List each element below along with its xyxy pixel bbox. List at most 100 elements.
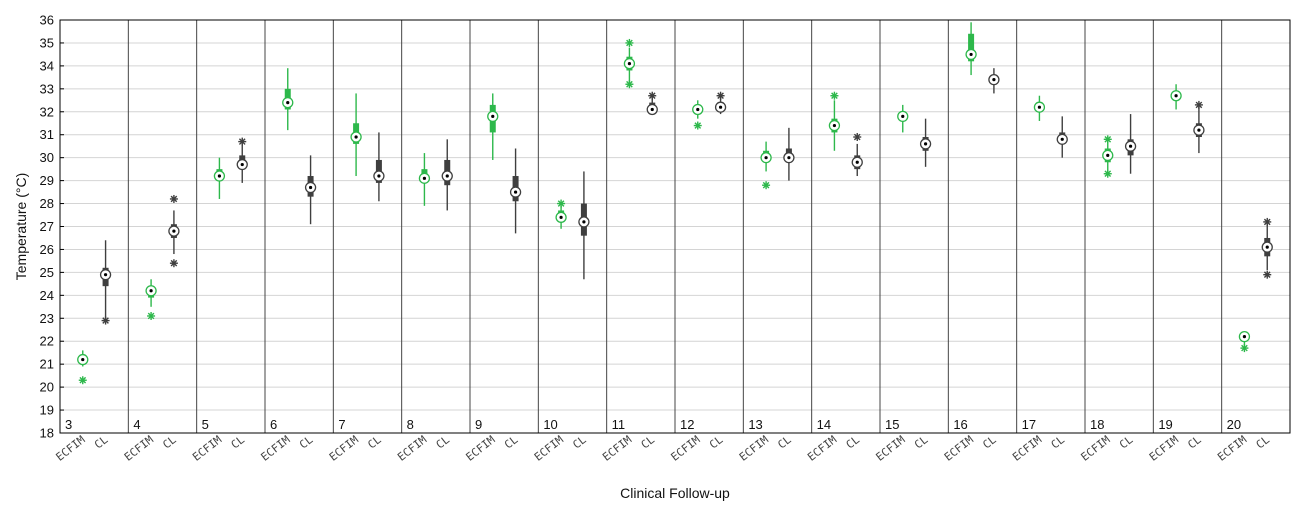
median-dot (582, 220, 586, 224)
x-tick-label: ECFIM (463, 433, 497, 464)
median-dot (513, 190, 518, 194)
panel-label: 7 (338, 417, 345, 432)
median-dot (696, 107, 700, 112)
outlier-marker (716, 91, 725, 100)
y-tick-label: 32 (40, 104, 54, 119)
outlier-marker (557, 199, 566, 208)
median-dot (969, 52, 973, 57)
panel-label: 6 (270, 417, 277, 432)
x-tick-label: CL (844, 433, 863, 452)
y-tick-label: 29 (40, 173, 54, 188)
median-dot (354, 135, 358, 139)
x-tick-label: ECFIM (53, 433, 87, 464)
median-dot (103, 273, 108, 277)
outlier-marker (169, 259, 178, 268)
y-tick-label: 26 (40, 242, 54, 257)
median-dot (1060, 137, 1064, 141)
x-tick-label: CL (502, 433, 521, 452)
outlier-marker (169, 194, 178, 203)
x-tick-label: ECFIM (258, 433, 292, 464)
outlier-marker (147, 311, 156, 320)
y-tick-label: 22 (40, 334, 54, 349)
box-cl (783, 127, 795, 181)
y-tick-label: 27 (40, 219, 54, 234)
box-ecfim (1033, 95, 1046, 121)
median-dot (1174, 94, 1178, 98)
x-tick-label: CL (160, 433, 179, 452)
median-dot (81, 357, 85, 362)
x-tick-label: CL (229, 433, 248, 452)
outlier-marker (1194, 100, 1203, 109)
y-tick-label: 23 (40, 311, 54, 326)
box-cl (509, 148, 522, 234)
x-tick-label: CL (639, 433, 658, 452)
x-tick-label: CL (365, 433, 384, 452)
plot-frame (59, 19, 1291, 434)
median-dot (240, 162, 244, 167)
outlier-marker (1263, 217, 1272, 226)
y-tick-label: 24 (40, 288, 54, 303)
panel-label: 8 (407, 417, 414, 432)
box-cl (1124, 114, 1137, 174)
x-tick-label: ECFIM (942, 433, 976, 464)
box-ecfim (1238, 330, 1251, 353)
y-tick-label: 20 (40, 380, 54, 395)
box-cl (1193, 100, 1205, 154)
median-dot (992, 78, 996, 82)
box-ecfim (1102, 135, 1114, 178)
x-tick-label: ECFIM (737, 433, 771, 464)
median-dot (422, 176, 427, 180)
panel-label: 20 (1227, 417, 1241, 432)
median-dot (650, 107, 654, 112)
box-ecfim (692, 100, 704, 130)
x-tick-label: ECFIM (532, 433, 566, 464)
box-ecfim (282, 68, 294, 131)
y-tick-label: 21 (40, 357, 54, 372)
x-tick-label: ECFIM (327, 433, 361, 464)
y-tick-label: 31 (40, 127, 54, 142)
median-dot (172, 229, 176, 233)
x-tick-label: CL (297, 433, 316, 452)
box-ecfim (1170, 84, 1182, 110)
outlier-marker (830, 91, 839, 100)
box-ecfim (897, 104, 909, 133)
x-tick-label: ECFIM (668, 433, 702, 464)
box-ecfim (623, 38, 636, 89)
median-dot (855, 160, 859, 164)
median-dot (764, 156, 768, 160)
panel-label: 4 (133, 417, 140, 432)
x-tick-label: ECFIM (873, 433, 907, 464)
box-iqr (968, 33, 975, 62)
box-cl (646, 91, 658, 116)
median-dot (1265, 245, 1269, 249)
y-tick-label: 25 (40, 265, 54, 280)
outlier-marker (625, 38, 634, 47)
median-dot (923, 142, 928, 146)
y-axis-title: Temperature (°C) (13, 173, 29, 281)
outlier-marker (762, 181, 771, 190)
panel-label: 12 (680, 417, 694, 432)
y-tick-label: 34 (40, 58, 54, 73)
box-cl (578, 171, 590, 280)
median-dot (1037, 105, 1042, 109)
median-dot (1197, 128, 1201, 132)
median-dot (149, 289, 153, 293)
median-dot (286, 101, 290, 105)
x-tick-label: CL (912, 433, 931, 452)
median-dot (627, 61, 632, 66)
panel-label: 14 (817, 417, 831, 432)
box-ecfim (760, 141, 772, 190)
box-ecfim (213, 157, 226, 199)
outlier-marker (648, 91, 657, 100)
median-dot (491, 114, 495, 118)
outlier-marker (101, 316, 110, 325)
x-tick-label: ECFIM (1078, 433, 1112, 464)
panel-label: 3 (65, 417, 72, 432)
x-axis-title: Clinical Follow-up (620, 485, 730, 501)
y-tick-label: 30 (40, 150, 54, 165)
x-tick-label: ECFIM (1215, 433, 1249, 464)
y-tick-label: 36 (40, 13, 54, 28)
y-tick-label: 28 (40, 196, 54, 211)
x-tick-label: CL (570, 433, 589, 452)
x-tick-label: CL (980, 433, 999, 452)
